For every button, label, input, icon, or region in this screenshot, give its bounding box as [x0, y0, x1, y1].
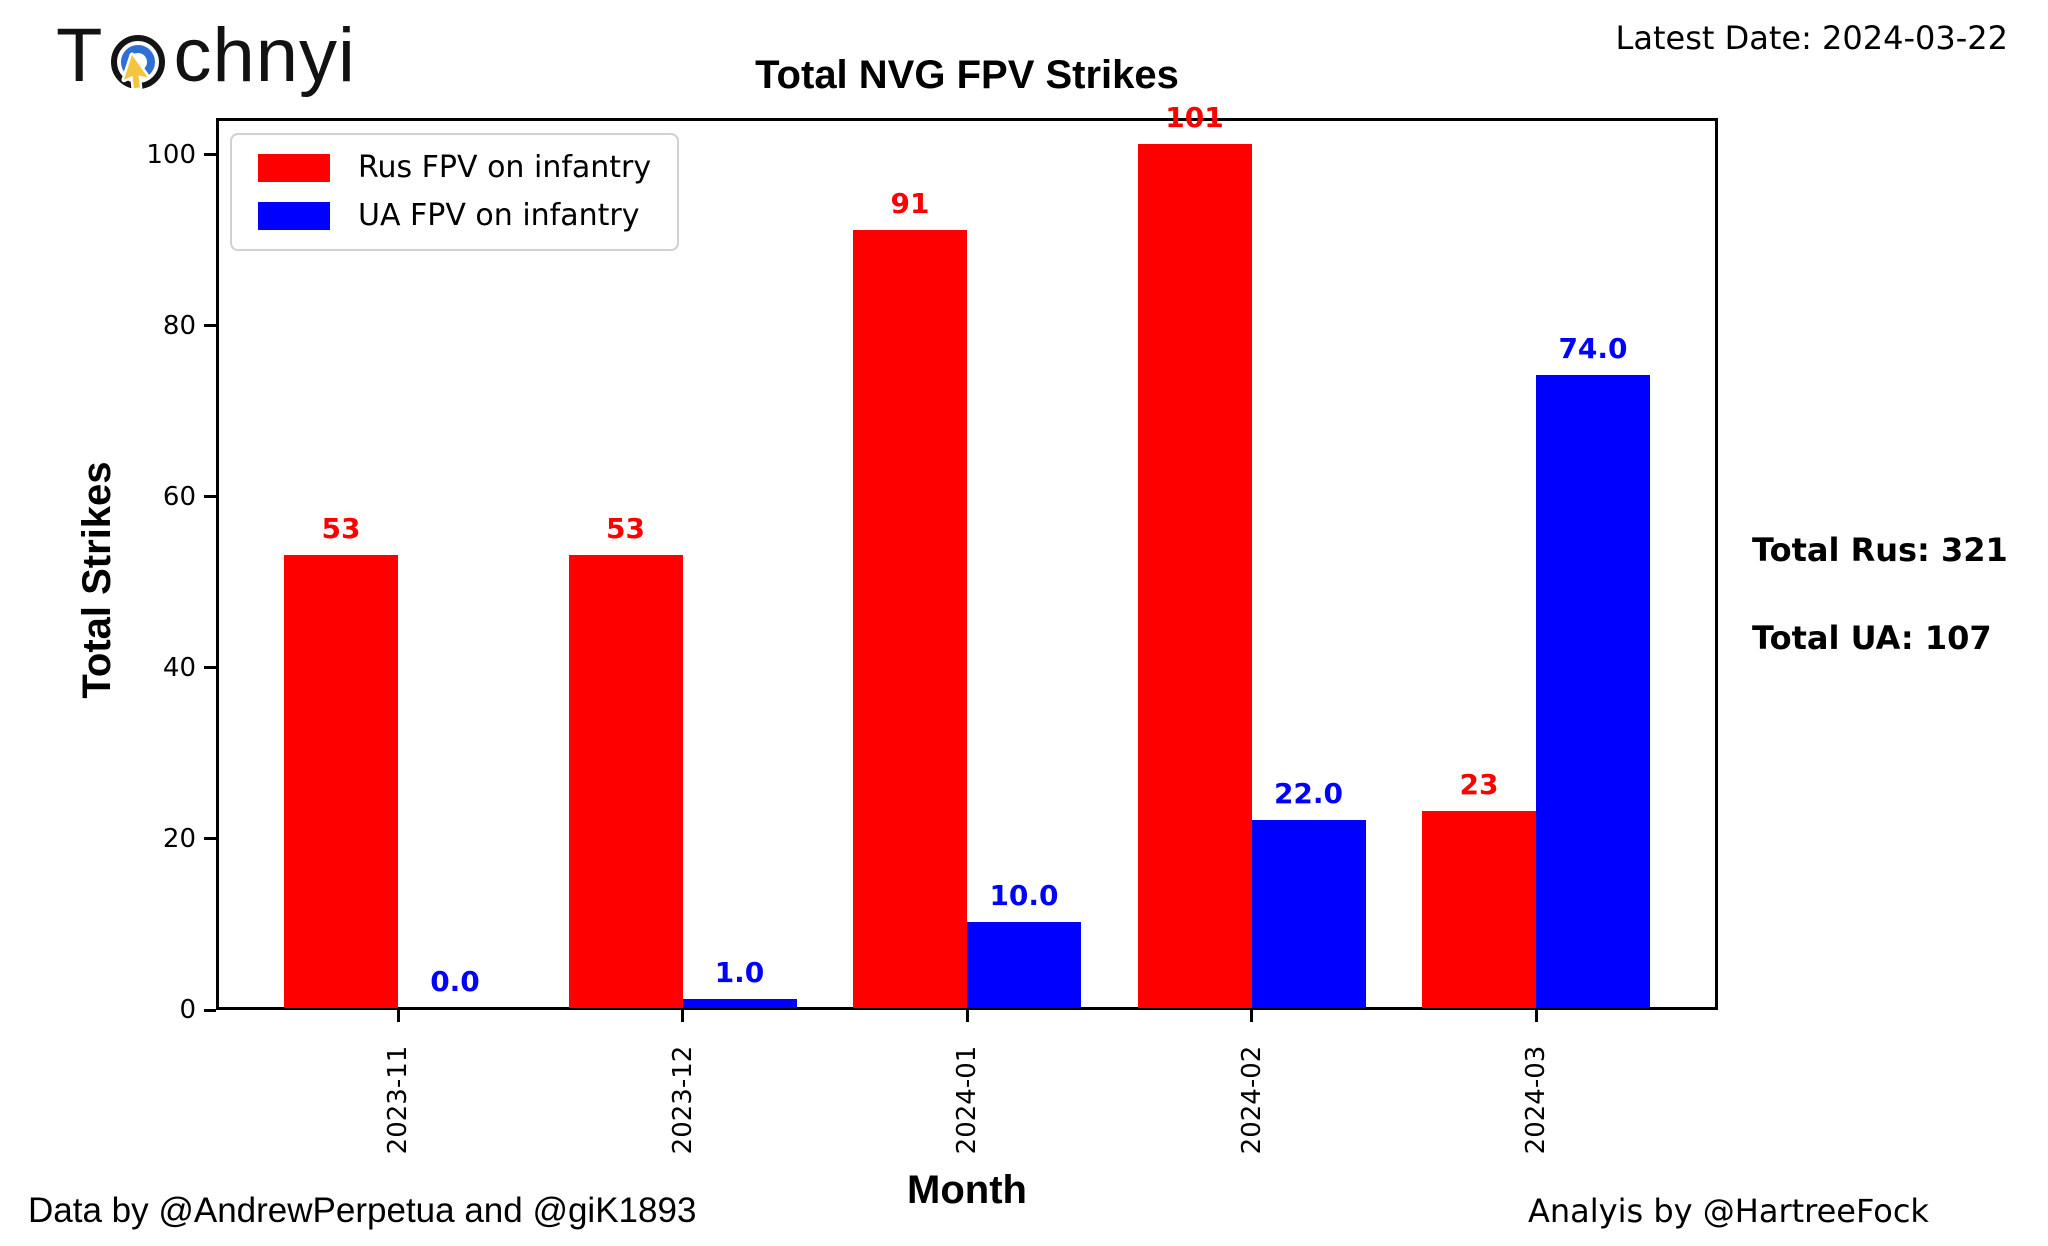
x-tick-label-2024-01: 2024-01 [952, 1045, 982, 1155]
y-tick-mark-80 [204, 324, 216, 328]
bar-value-ua-2024-02: 22.0 [1273, 776, 1344, 810]
logo-click-icon [111, 35, 166, 91]
y-tick-mark-0 [204, 1008, 216, 1012]
y-tick-label-60: 60 [162, 481, 196, 512]
bar-rus-2023-11 [284, 554, 398, 1008]
y-tick-label-40: 40 [162, 652, 196, 683]
bar-value-rus-2023-11: 53 [321, 511, 361, 545]
total-ua-label: Total UA: 107 [1752, 619, 1992, 657]
x-axis-label: Month [907, 1168, 1027, 1212]
bar-ua-2024-01 [967, 922, 1081, 1008]
x-tick-mark-2024-03 [1534, 1010, 1538, 1022]
credit-data-source: Data by @AndrewPerpetua and @giK1893 [28, 1191, 697, 1230]
y-tick-label-80: 80 [162, 310, 196, 341]
bar-ua-2023-12 [682, 999, 797, 1008]
bar-value-rus-2024-03: 23 [1459, 768, 1499, 802]
logo: T chnyi [56, 6, 356, 106]
bar-rus-2024-02 [1137, 144, 1252, 1008]
x-tick-label-2024-03: 2024-03 [1521, 1045, 1551, 1155]
bar-value-ua-2024-01: 10.0 [989, 879, 1059, 913]
bar-value-ua-2023-11: 0.0 [430, 965, 480, 998]
y-tick-label-20: 20 [162, 823, 196, 854]
x-tick-label-2023-12: 2023-12 [667, 1045, 698, 1155]
x-tick-mark-2023-11 [396, 1010, 400, 1022]
bar-value-rus-2024-01: 91 [890, 186, 930, 220]
bar-rus-2023-12 [568, 554, 683, 1008]
logo-text-prefix: T [56, 13, 104, 98]
bar-rus-2024-01 [853, 229, 967, 1008]
x-tick-mark-2023-12 [681, 1010, 684, 1022]
total-rus-label: Total Rus: 321 [1752, 531, 2008, 569]
x-tick-mark-2024-01 [965, 1010, 969, 1022]
bar-value-rus-2024-02: 101 [1165, 101, 1224, 135]
y-axis-label: Total Strikes [75, 461, 119, 699]
legend-swatch [258, 202, 330, 230]
logo-text-suffix: chnyi [173, 13, 356, 98]
bar-rus-2024-03 [1422, 811, 1536, 1008]
bar-ua-2024-03 [1536, 375, 1650, 1008]
legend: Rus FPV on infantry UA FPV on infantry [230, 133, 680, 251]
y-tick-mark-40 [204, 666, 216, 670]
bar-value-ua-2024-03: 74.0 [1558, 332, 1628, 366]
x-tick-mark-2024-02 [1250, 1010, 1253, 1022]
y-tick-mark-60 [204, 495, 216, 499]
legend-item: UA FPV on infantry [258, 197, 651, 235]
y-tick-mark-20 [204, 837, 216, 841]
legend-swatch [258, 154, 330, 182]
chart-title: Total NVG FPV Strikes [755, 53, 1179, 97]
bar-ua-2024-02 [1251, 819, 1366, 1008]
legend-label: UA FPV on infantry [358, 198, 640, 233]
credit-analysis: Analyis by @HartreeFock [1528, 1192, 1929, 1230]
y-tick-label-0: 0 [179, 995, 196, 1025]
legend-label: Rus FPV on infantry [358, 150, 652, 185]
bar-value-ua-2023-12: 1.0 [714, 956, 765, 990]
x-tick-label-2024-02: 2024-02 [1236, 1045, 1267, 1155]
legend-item: Rus FPV on infantry [258, 149, 651, 187]
y-tick-mark-100 [204, 153, 216, 157]
latest-date-label: Latest Date: 2024-03-22 [1615, 19, 2008, 57]
bar-value-rus-2023-12: 53 [606, 511, 645, 545]
y-tick-label-100: 100 [146, 139, 196, 170]
x-tick-label-2023-11: 2023-11 [383, 1045, 413, 1155]
